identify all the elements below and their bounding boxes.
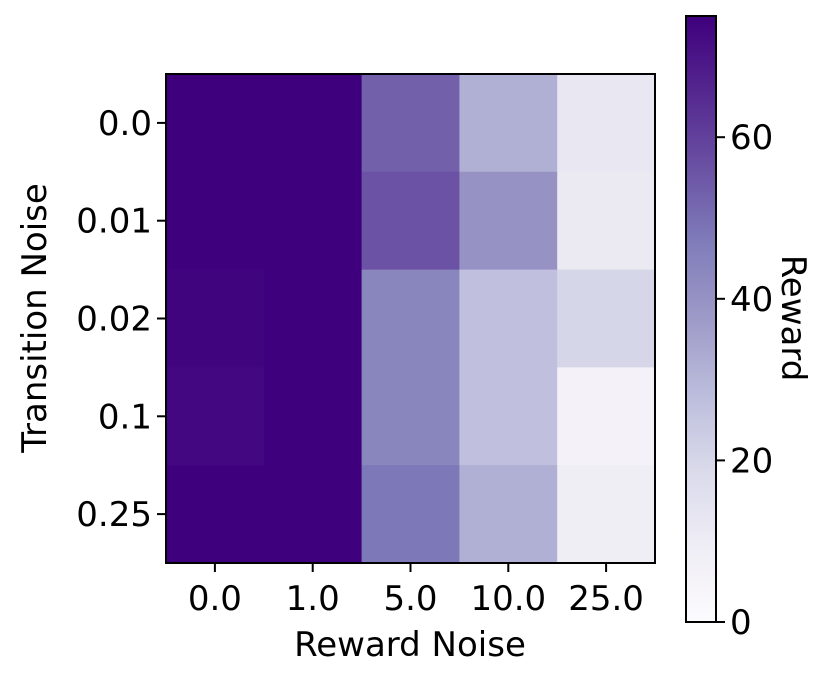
colorbar-tick-label: 60 — [730, 118, 773, 158]
x-tick-label: 5.0 — [383, 579, 437, 619]
colorbar-tick-label: 40 — [730, 280, 773, 320]
x-tick-label: 1.0 — [286, 579, 340, 619]
heatmap-cell — [361, 269, 460, 368]
x-axis-ticks: 0.0 1.0 5.0 10.0 25.0 — [188, 563, 644, 619]
colorbar-tick-label: 20 — [730, 441, 773, 481]
heatmap-cell — [459, 465, 558, 564]
heatmap-cell — [557, 367, 656, 466]
heatmap-cell — [263, 367, 363, 466]
y-tick-label: 0.1 — [98, 397, 152, 437]
x-tick-label: 10.0 — [470, 579, 546, 619]
colorbar-frame — [685, 15, 717, 623]
heatmap-cell — [263, 74, 363, 173]
heatmap-cell — [166, 367, 265, 466]
y-tick-label: 0.25 — [76, 495, 152, 535]
y-tick-label: 0.01 — [76, 202, 152, 242]
heatmap-cell — [557, 269, 656, 368]
y-tick-label: 0.0 — [98, 104, 152, 144]
colorbar-ticks: 0 20 40 60 — [716, 118, 773, 643]
heatmap-cell — [166, 171, 265, 271]
heatmap-cell — [166, 74, 265, 173]
heatmap-cell — [166, 465, 265, 564]
heatmap-cell — [361, 171, 460, 271]
colorbar-label: Reward — [773, 255, 813, 382]
heatmap-cell — [263, 465, 363, 564]
y-tick-label: 0.02 — [76, 300, 152, 340]
heatmap-cell — [557, 171, 656, 271]
heatmap-cell — [459, 171, 558, 271]
heatmap-cell — [557, 465, 656, 564]
x-axis-label: Reward Noise — [294, 625, 526, 665]
y-axis-ticks: 0.0 0.01 0.02 0.1 0.25 — [76, 104, 166, 535]
heatmap-cell — [361, 367, 460, 466]
heatmap-cell — [459, 74, 558, 173]
x-tick-label: 25.0 — [568, 579, 644, 619]
heatmap-cell — [263, 269, 363, 368]
heatmap-cells — [166, 74, 656, 564]
heatmap-cell — [557, 74, 656, 173]
x-tick-label: 0.0 — [188, 579, 242, 619]
colorbar — [686, 16, 716, 622]
heatmap-cell — [459, 269, 558, 368]
heatmap-cell — [166, 269, 265, 368]
y-axis-label: Transition Noise — [15, 183, 55, 454]
heatmap-cell — [361, 74, 460, 173]
colorbar-tick-label: 0 — [730, 603, 752, 643]
heatmap-cell — [459, 367, 558, 466]
heatmap-cell — [263, 171, 363, 271]
heatmap-cell — [361, 465, 460, 564]
